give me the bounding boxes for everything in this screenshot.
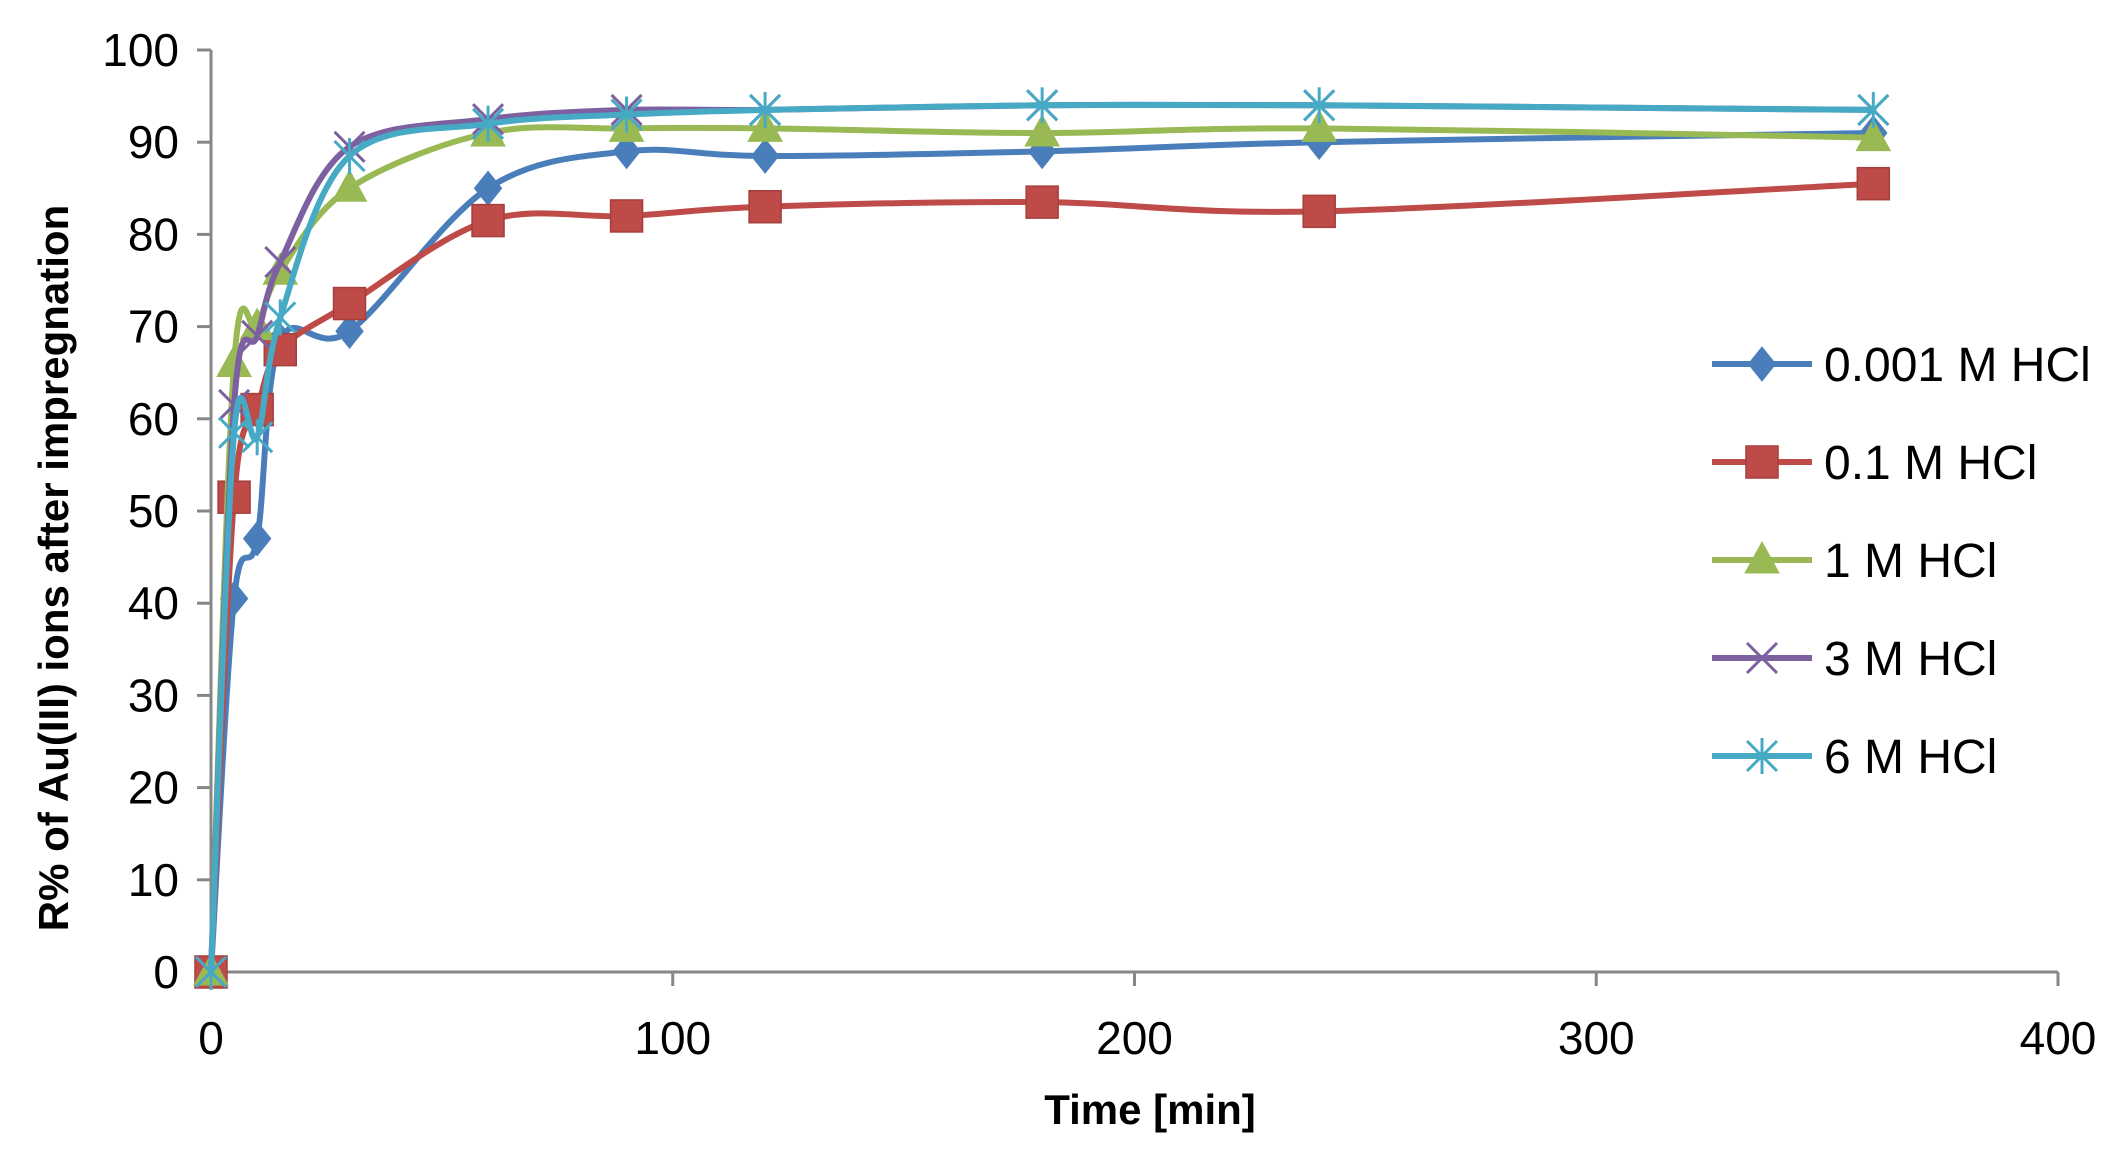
data-point: [332, 286, 367, 321]
series-0-1-m-hcl: [194, 166, 1891, 989]
y-tick-label: 30: [128, 669, 179, 721]
x-tick-label: 300: [1558, 1012, 1635, 1064]
series-line: [208, 124, 1877, 975]
data-point: [1302, 194, 1336, 229]
data-point: [610, 96, 643, 133]
legend-swatch-marker: [1745, 445, 1779, 479]
series-6-m-hcl: [194, 87, 1890, 990]
legend-label: 1 M HCl: [1824, 535, 1997, 588]
legend-swatch-marker: [1745, 738, 1779, 774]
y-tick-label: 0: [153, 946, 179, 998]
data-point: [748, 189, 782, 224]
legend-item: 3 M HCl: [1712, 633, 1997, 686]
data-point: [331, 169, 368, 202]
data-point: [218, 388, 251, 422]
data-point: [1857, 91, 1890, 128]
legend-item: 6 M HCl: [1712, 731, 1997, 784]
data-point: [473, 170, 503, 207]
legend-item: 0.1 M HCl: [1712, 437, 2037, 490]
y-tick-label: 70: [128, 301, 179, 353]
y-tick-label: 10: [128, 854, 179, 906]
data-point: [242, 520, 272, 557]
marker-stroke: [218, 388, 251, 422]
data-point: [1303, 87, 1336, 124]
data-point: [749, 91, 782, 128]
data-point: [1025, 185, 1059, 219]
x-tick-label: 100: [634, 1012, 711, 1064]
data-point: [471, 203, 505, 238]
data-point: [1301, 109, 1338, 142]
data-point: [241, 419, 274, 456]
x-axis-title: Time [min]: [1044, 1086, 1256, 1133]
data-point: [1855, 118, 1892, 152]
data-point: [194, 954, 228, 990]
data-point: [750, 138, 780, 174]
y-tick-label: 60: [128, 393, 179, 445]
data-point: [1856, 166, 1891, 201]
legend-label: 3 M HCl: [1824, 633, 1997, 686]
y-axis-title: R% of Au(III) ions after impregnation: [30, 205, 77, 931]
legend-item: 0.001 M HCl: [1712, 339, 2091, 392]
legend-label: 6 M HCl: [1824, 731, 1997, 784]
series-line: [208, 101, 1877, 975]
legend-item: 1 M HCl: [1712, 535, 1997, 588]
data-point: [264, 299, 297, 336]
legend-swatch-marker: [1745, 641, 1779, 675]
legend: 0.001 M HCl 0.1 M HCl 1 M HCl 3 M HCl 6 M HC…: [1712, 339, 2091, 784]
legend-swatch-marker: [1747, 346, 1777, 382]
x-tick-label: 200: [1096, 1012, 1173, 1064]
series-0-001-m-hcl: [196, 115, 1888, 990]
marker-stroke: [1745, 641, 1779, 675]
y-tick-label: 100: [102, 24, 179, 76]
data-point: [264, 245, 297, 279]
data-point: [1024, 113, 1060, 147]
marker-stroke: [264, 245, 297, 279]
marker-stroke: [241, 319, 274, 352]
y-tick-label: 50: [128, 485, 179, 537]
data-point: [1026, 87, 1059, 124]
series-layer: [193, 87, 1892, 990]
data-point: [609, 199, 644, 233]
data-point: [335, 313, 364, 350]
y-tick-label: 20: [128, 762, 179, 814]
data-point: [471, 105, 505, 142]
x-tick-label: 400: [2020, 1012, 2097, 1064]
legend-label: 0.1 M HCl: [1824, 437, 2037, 490]
legend-label: 0.001 M HCl: [1824, 339, 2091, 392]
data-point: [612, 133, 641, 170]
series-line: [208, 130, 1877, 975]
x-tick-label: 0: [198, 1012, 224, 1064]
data-point: [333, 138, 366, 175]
series-line: [208, 180, 1877, 975]
data-point: [217, 480, 251, 514]
y-tick-label: 40: [128, 577, 179, 629]
legend-swatch-marker: [1744, 540, 1780, 574]
axes: 0 10 20 30 40 50 60 70 80 90 100 0 100 200 300 400: [102, 24, 2096, 1064]
y-tick-label: 90: [128, 116, 179, 168]
data-point: [241, 319, 274, 352]
y-tick-label: 80: [128, 208, 179, 260]
